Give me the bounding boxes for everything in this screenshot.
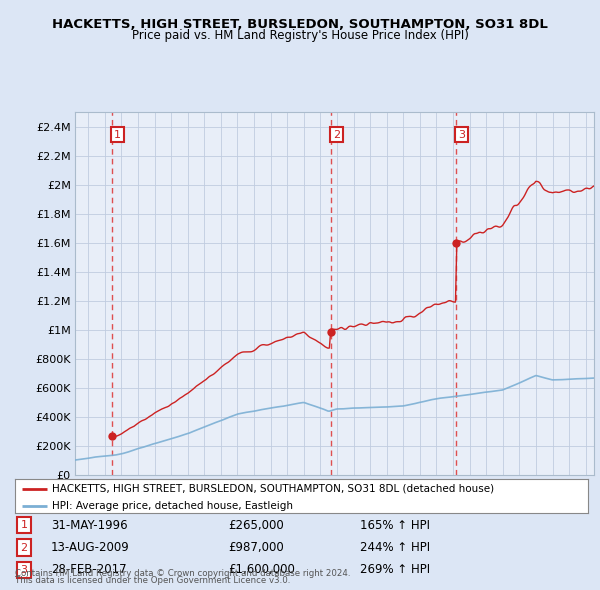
Text: Price paid vs. HM Land Registry's House Price Index (HPI): Price paid vs. HM Land Registry's House …	[131, 30, 469, 42]
Text: £987,000: £987,000	[228, 541, 284, 554]
Text: HACKETTS, HIGH STREET, BURSLEDON, SOUTHAMPTON, SO31 8DL: HACKETTS, HIGH STREET, BURSLEDON, SOUTHA…	[52, 18, 548, 31]
Text: £1,600,000: £1,600,000	[228, 563, 295, 576]
Text: 3: 3	[20, 565, 28, 575]
Text: 31-MAY-1996: 31-MAY-1996	[51, 519, 128, 532]
Text: 3: 3	[458, 130, 465, 139]
Text: £265,000: £265,000	[228, 519, 284, 532]
Text: HACKETTS, HIGH STREET, BURSLEDON, SOUTHAMPTON, SO31 8DL (detached house): HACKETTS, HIGH STREET, BURSLEDON, SOUTHA…	[52, 484, 494, 494]
Text: This data is licensed under the Open Government Licence v3.0.: This data is licensed under the Open Gov…	[15, 576, 290, 585]
Text: 165% ↑ HPI: 165% ↑ HPI	[360, 519, 430, 532]
Text: 28-FEB-2017: 28-FEB-2017	[51, 563, 127, 576]
Text: 1: 1	[114, 130, 121, 139]
Text: 1: 1	[20, 520, 28, 530]
Text: 244% ↑ HPI: 244% ↑ HPI	[360, 541, 430, 554]
Text: Contains HM Land Registry data © Crown copyright and database right 2024.: Contains HM Land Registry data © Crown c…	[15, 569, 350, 578]
Text: 2: 2	[20, 543, 28, 552]
Text: 269% ↑ HPI: 269% ↑ HPI	[360, 563, 430, 576]
Text: HPI: Average price, detached house, Eastleigh: HPI: Average price, detached house, East…	[52, 501, 293, 511]
Text: 2: 2	[333, 130, 340, 139]
Text: 13-AUG-2009: 13-AUG-2009	[51, 541, 130, 554]
